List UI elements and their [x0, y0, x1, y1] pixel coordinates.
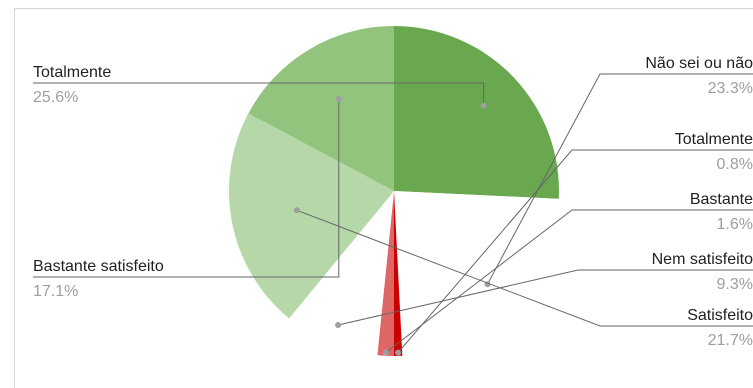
slice-value-bastante-3: 1.6% [717, 216, 753, 233]
slice-value-bastante-satisfeito-6: 17.1% [33, 283, 78, 300]
leader-dot-totalmente-2 [395, 350, 401, 356]
slice-value-satisfeito-5: 21.7% [708, 332, 753, 349]
leader-dot-totalmente-0 [481, 103, 487, 109]
pie-slice-nao-sei-ou-nao-1 [394, 191, 559, 356]
slice-label-totalmente-0: Totalmente [33, 64, 111, 81]
slice-label-totalmente-2: Totalmente [675, 131, 753, 148]
pie-slice-totalmente-0 [394, 26, 559, 199]
slice-label-nao-sei-ou-nao-1: Não sei ou não [645, 55, 753, 72]
slice-label-bastante-satisfeito-6: Bastante satisfeito [33, 258, 164, 275]
leader-dot-nem-satisfeito-4 [335, 322, 341, 328]
pie-chart: Totalmente 25.6% Não sei ou não 23.3% Totalm… [0, 0, 753, 367]
slice-label-nem-satisfeito-4: Nem satisfeito [652, 251, 753, 268]
slice-value-totalmente-2: 0.8% [717, 156, 753, 173]
slice-label-satisfeito-5: Satisfeito [687, 307, 753, 324]
leader-dot-bastante-satisfeito-6 [336, 96, 342, 102]
slice-value-nao-sei-ou-nao-1: 23.3% [708, 80, 753, 97]
slice-value-nem-satisfeito-4: 9.3% [717, 276, 753, 293]
leader-dot-satisfeito-5 [294, 207, 300, 213]
leader-dot-bastante-3 [383, 350, 389, 356]
slice-label-bastante-3: Bastante [690, 191, 753, 208]
slice-value-totalmente-0: 25.6% [33, 89, 78, 106]
